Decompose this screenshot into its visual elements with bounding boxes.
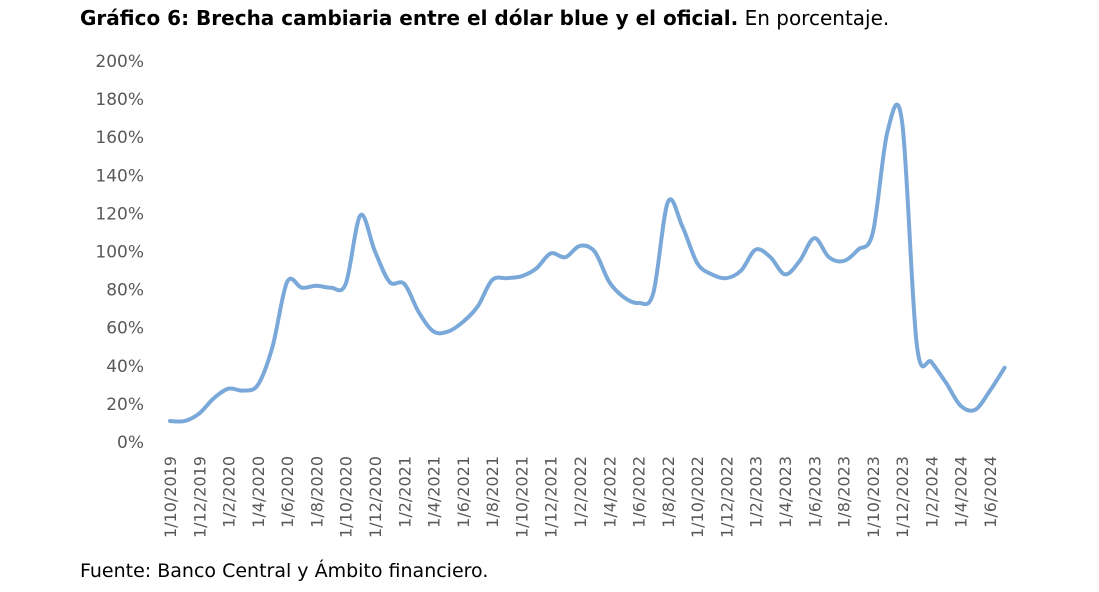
y-tick-label: 40%	[106, 357, 144, 377]
y-tick-label: 0%	[117, 433, 144, 453]
y-tick-label: 100%	[95, 243, 144, 263]
x-tick-label: 1/2/2024	[922, 456, 941, 528]
chart-title-subtitle: En porcentaje.	[744, 6, 890, 30]
x-tick-label: 1/2/2021	[395, 456, 414, 528]
chart-title-bold: Gráfico 6: Brecha cambiaria entre el dól…	[80, 6, 739, 30]
x-tick-label: 1/10/2020	[337, 456, 356, 538]
chart-title: Gráfico 6: Brecha cambiaria entre el dól…	[80, 6, 889, 30]
plot-area	[168, 102, 1007, 424]
x-tick-label: 1/2/2022	[571, 456, 590, 528]
y-tick-label: 120%	[95, 204, 144, 224]
y-tick-label: 180%	[95, 90, 144, 110]
x-tick-label: 1/4/2021	[425, 456, 444, 528]
x-tick-label: 1/8/2022	[659, 456, 678, 528]
x-tick-label: 1/2/2023	[747, 456, 766, 528]
x-tick-label: 1/12/2019	[190, 456, 209, 538]
x-tick-label: 1/4/2024	[952, 456, 971, 528]
x-tick-label: 1/12/2020	[366, 456, 385, 538]
x-tick-label: 1/6/2020	[278, 456, 297, 528]
x-tick-label: 1/4/2023	[776, 456, 795, 528]
x-tick-label: 1/8/2021	[483, 456, 502, 528]
x-tick-label: 1/4/2020	[249, 456, 268, 528]
y-axis: 0% 20% 40% 60% 80% 100% 120% 140% 160% 180% 200%	[95, 52, 144, 453]
x-tick-label: 1/10/2023	[864, 456, 883, 538]
y-tick-label: 200%	[95, 52, 144, 72]
y-tick-label: 80%	[106, 281, 144, 301]
x-tick-label: 1/12/2023	[893, 456, 912, 538]
y-tick-label: 60%	[106, 319, 144, 339]
x-axis: 1/10/2019 1/12/2019 1/2/2020 1/4/2020 1/6/20…	[161, 456, 1000, 538]
x-tick-label: 1/6/2023	[805, 456, 824, 528]
series-line	[168, 102, 1007, 424]
x-tick-label: 1/4/2022	[600, 456, 619, 528]
chart-source: Fuente: Banco Central y Ámbito financier…	[80, 560, 489, 582]
x-tick-label: 1/10/2019	[161, 456, 180, 538]
x-tick-label: 1/6/2024	[981, 456, 1000, 528]
y-tick-label: 140%	[95, 166, 144, 186]
x-tick-label: 1/8/2020	[307, 456, 326, 528]
x-tick-label: 1/6/2021	[454, 456, 473, 528]
x-tick-label: 1/12/2022	[717, 456, 736, 538]
y-tick-label: 20%	[106, 395, 144, 415]
x-tick-label: 1/6/2022	[630, 456, 649, 528]
x-tick-label: 1/10/2022	[688, 456, 707, 538]
y-tick-label: 160%	[95, 128, 144, 148]
x-tick-label: 1/10/2021	[512, 456, 531, 538]
x-tick-label: 1/12/2021	[542, 456, 561, 538]
x-tick-label: 1/2/2020	[220, 456, 239, 528]
x-tick-label: 1/8/2023	[835, 456, 854, 528]
